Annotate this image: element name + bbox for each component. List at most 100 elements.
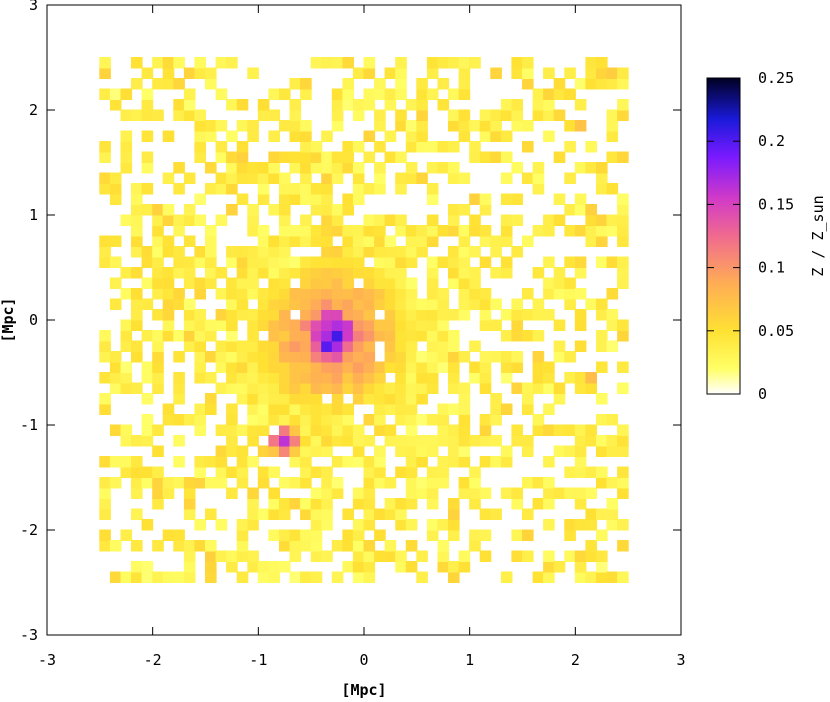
heat-cell (321, 445, 333, 457)
heat-cell (205, 235, 217, 247)
heat-cell (479, 225, 492, 237)
heat-cell (152, 487, 164, 499)
heat-cell (321, 235, 333, 247)
heat-cell (511, 351, 523, 363)
heat-cell (342, 256, 354, 268)
heat-cell (543, 67, 555, 79)
heat-cell (194, 141, 206, 153)
heat-cell (173, 288, 185, 300)
heat-cell (289, 78, 302, 90)
heat-cell (310, 267, 323, 279)
heat-cell (173, 298, 185, 310)
heat-cell (268, 246, 280, 258)
heat-cell (300, 141, 312, 153)
heat-cell (363, 246, 376, 258)
heat-cell (426, 435, 439, 447)
heat-cell (205, 67, 217, 79)
heat-cell (553, 340, 566, 352)
heat-cell (215, 151, 228, 163)
heat-cell (490, 246, 502, 258)
heat-cell (458, 225, 471, 237)
heat-cell (469, 141, 481, 153)
heat-cell (183, 298, 196, 310)
heat-cell (289, 445, 302, 457)
heat-cell (426, 162, 439, 174)
heat-cell (437, 477, 450, 489)
heat-cell (363, 361, 376, 373)
heat-cell (310, 508, 323, 520)
heat-cell (236, 393, 249, 405)
heat-cell (363, 540, 376, 552)
heat-cell (194, 403, 206, 415)
heat-cell (363, 477, 376, 489)
heat-cell (215, 361, 228, 373)
heat-cell (363, 151, 376, 163)
heat-cell (596, 162, 608, 174)
heat-cell (564, 141, 576, 153)
heat-cell (416, 393, 428, 405)
heat-cell (596, 361, 608, 373)
heat-cell (395, 403, 407, 415)
heat-cell (532, 414, 545, 426)
heat-cell (543, 109, 555, 121)
heat-cell (448, 435, 460, 447)
heat-cell (596, 256, 608, 268)
heat-cell (363, 309, 376, 321)
heat-cell (152, 498, 164, 510)
heat-cell (352, 445, 365, 457)
heat-cell (257, 361, 270, 373)
heat-cell (194, 309, 206, 321)
heat-cell (257, 351, 270, 363)
heat-cell (363, 487, 376, 499)
heat-cell (268, 288, 280, 300)
heat-cell (247, 246, 259, 258)
heat-cell (511, 162, 523, 174)
heat-cell (522, 403, 534, 415)
heat-cell (352, 235, 365, 247)
heat-cell (300, 435, 312, 447)
heat-cell (405, 487, 418, 499)
heat-cell (363, 435, 376, 447)
heat-cell (448, 277, 460, 289)
heat-cell (300, 298, 312, 310)
heat-cell (226, 382, 238, 394)
heat-cell (426, 288, 439, 300)
heat-cell (458, 456, 471, 468)
heat-cell (374, 330, 386, 342)
heat-cell (543, 519, 555, 531)
heat-cell (479, 288, 492, 300)
heat-cell (268, 277, 280, 289)
heat-cell (342, 193, 354, 205)
heat-cell (416, 246, 428, 258)
heat-cell (500, 99, 513, 111)
heat-cell (99, 529, 111, 541)
heat-cell (342, 162, 354, 174)
heat-cell (384, 361, 397, 373)
heat-cell (194, 330, 206, 342)
heat-cell (141, 298, 154, 310)
heat-cell (596, 477, 608, 489)
heat-cell (141, 477, 154, 489)
heat-cell (448, 456, 460, 468)
heat-cell (300, 403, 312, 415)
heat-cell (511, 550, 523, 562)
heat-cell (458, 88, 471, 100)
heat-cell (342, 267, 354, 279)
heat-cell (162, 277, 175, 289)
heat-cell (226, 561, 238, 573)
heat-cell (300, 78, 312, 90)
heat-cell (215, 267, 228, 279)
heat-cell (321, 382, 333, 394)
heat-cell (215, 214, 228, 226)
heat-cell (141, 435, 154, 447)
heat-cell (617, 319, 629, 331)
heat-cell (352, 519, 365, 531)
heat-cell (173, 57, 185, 69)
heat-cell (395, 88, 407, 100)
heat-cell (331, 403, 344, 415)
heat-cell (384, 130, 397, 142)
heat-cell (131, 351, 143, 363)
heat-cell (352, 571, 365, 583)
heat-cell (596, 435, 608, 447)
heat-cell (321, 214, 333, 226)
